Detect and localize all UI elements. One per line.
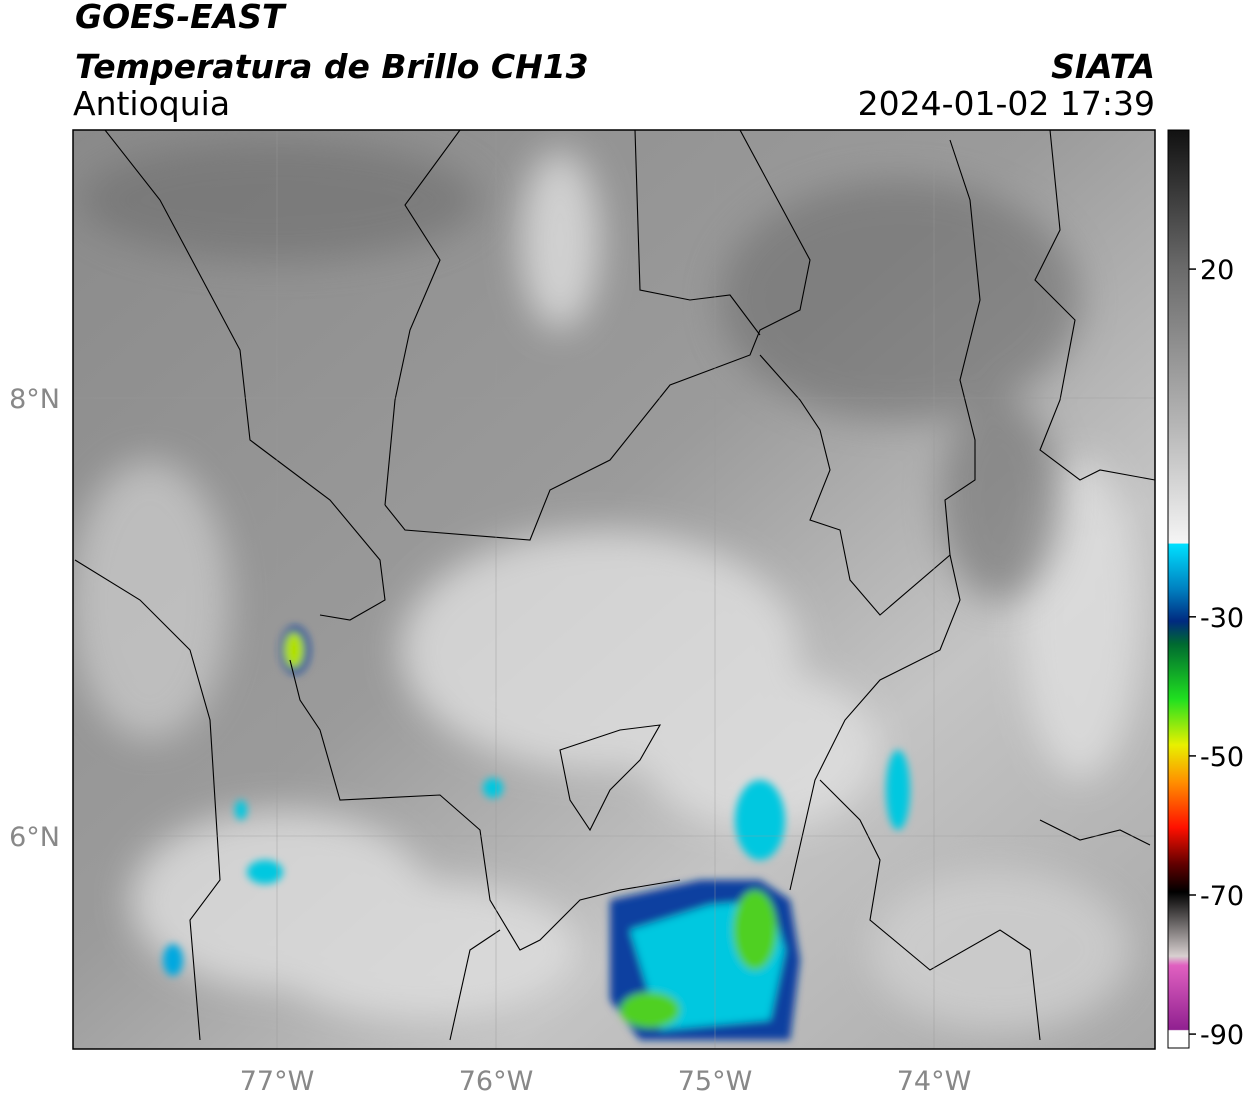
region-label: Antioquia — [73, 84, 230, 123]
lon-label: 77°W — [240, 1066, 315, 1097]
colorbar-tick-label: -70 — [1200, 881, 1244, 912]
satellite-title: GOES-EAST — [75, 0, 287, 36]
datetime-label: 2024-01-02 17:39 — [858, 84, 1155, 123]
lat-label: 6°N — [9, 822, 60, 853]
satellite-image — [73, 130, 1155, 1049]
colorbar — [1167, 129, 1190, 1049]
boundaries — [74, 130, 1155, 1041]
colorbar-tick-label: -90 — [1200, 1020, 1244, 1051]
product-title: Temperatura de Brillo CH13 — [75, 47, 589, 86]
colorbar-tick-label: -30 — [1200, 603, 1244, 634]
colorbar-tick-label: 20 — [1200, 255, 1234, 286]
lat-label: 8°N — [9, 384, 60, 415]
map-frame — [72, 129, 1156, 1050]
lon-label: 76°W — [459, 1066, 534, 1097]
colorbar-tick-label: -50 — [1200, 742, 1244, 773]
lon-label: 74°W — [897, 1066, 972, 1097]
source-label: SIATA — [1051, 47, 1155, 86]
lon-label: 75°W — [678, 1066, 753, 1097]
